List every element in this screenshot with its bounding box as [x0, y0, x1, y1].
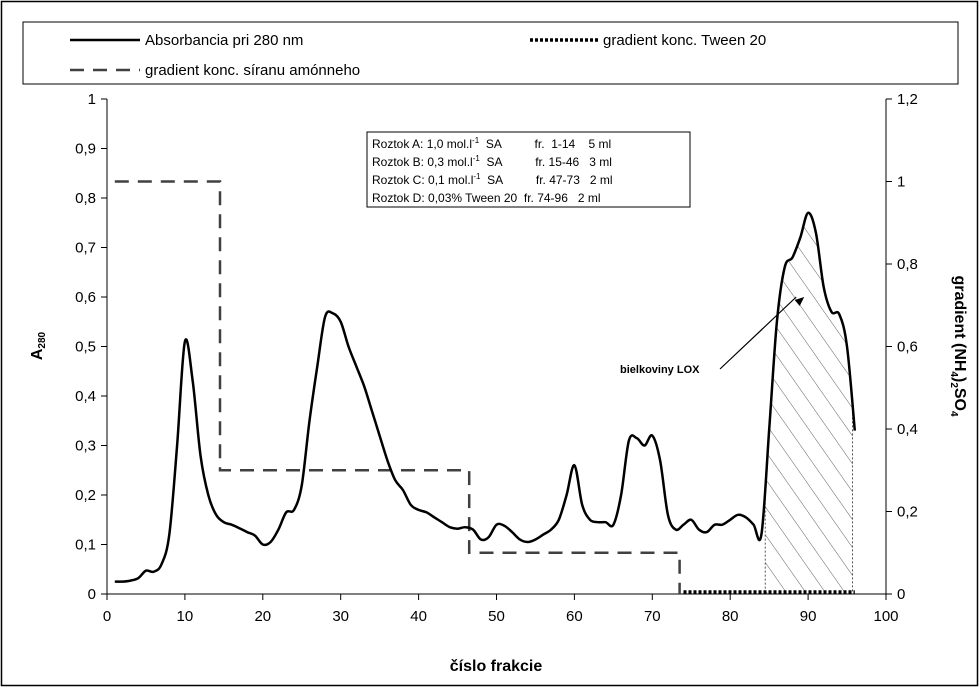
y2-axis-title: gradient (NH4)2SO4: [948, 275, 968, 417]
y2-title-sub-3: 4: [948, 411, 959, 417]
y-tick-label: 0,5: [75, 339, 96, 356]
y-axis-title-main: A: [29, 348, 46, 360]
y2-title-sub-2: 2: [948, 382, 959, 388]
x-tick-label: 90: [800, 608, 817, 625]
y2-title-part-1: gradient (NH: [951, 275, 968, 371]
y-tick-label: 1: [88, 91, 96, 108]
annotation-arrow: [719, 296, 797, 370]
y-tick-label: 0,7: [75, 240, 96, 257]
y2-title-part-2: ): [951, 377, 968, 382]
y-tick-label: 0,2: [75, 487, 96, 504]
series-line-ammonium-gradient: [114, 180, 681, 594]
legend-label-ammonium: gradient konc. síranu amónneho: [145, 62, 360, 79]
info-table-row-c: Roztok C: 0,1 mol.l-1 SA fr. 47-73 2 ml: [372, 172, 613, 187]
x-tick-label: 40: [410, 608, 427, 625]
x-tick-label: 80: [722, 608, 739, 625]
x-tick-label: 50: [488, 608, 505, 625]
x-tick-label: 70: [644, 608, 661, 625]
y-axis-title-sub: 280: [37, 331, 48, 348]
legend-label-tween: gradient konc. Tween 20: [603, 32, 766, 49]
legend: Absorbancia pri 280 nm gradient konc. sí…: [22, 21, 959, 85]
x-ticks: 0 10 20 30 40 50 60 70 80 90 100: [103, 594, 899, 625]
y-tick-label: 0,8: [75, 190, 96, 207]
info-table-box: [366, 131, 691, 208]
y2-tick-label: 0,8: [897, 256, 918, 273]
y2-title-part-3: SO: [951, 388, 968, 411]
y-tick-label: 0,9: [75, 141, 96, 158]
x-tick-label: 10: [177, 608, 194, 625]
y-axis-title: A280: [29, 331, 48, 360]
y2-tick-label: 1: [897, 174, 905, 191]
y-tick-label: 0,3: [75, 438, 96, 455]
legend-box: [22, 21, 959, 85]
svg-text:gradient (NH4)2SO4: gradient (NH4)2SO4: [948, 275, 968, 417]
y2-tick-label: 0,6: [897, 339, 918, 356]
y2-tick-label: 0,2: [897, 504, 918, 521]
y-tick-label: 0,6: [75, 289, 96, 306]
y2-tick-label: 1,2: [897, 91, 918, 108]
y2-tick-label: 0,4: [897, 421, 918, 438]
info-table-row-b: Roztok B: 0,3 mol.l-1 SA fr. 15-46 3 ml: [372, 154, 612, 169]
y2-title-sub-1: 4: [948, 371, 959, 377]
y-tick-label: 0,1: [75, 537, 96, 554]
y-tick-label: 0: [88, 586, 96, 603]
annotation-lox-label: bielkoviny LOX: [620, 364, 700, 376]
y2-tick-label: 0: [897, 586, 905, 603]
x-axis-title: číslo frakcie: [450, 658, 543, 675]
x-tick-label: 0: [103, 608, 111, 625]
x-tick-label: 30: [332, 608, 349, 625]
x-tick-label: 60: [566, 608, 583, 625]
y-tick-label: 0,4: [75, 388, 96, 405]
info-table-row-d: Roztok D: 0,03% Tween 20 fr. 74-96 2 ml: [372, 191, 601, 205]
svg-text:A280: A280: [29, 331, 48, 360]
lox-shaded-region: [765, 212, 853, 594]
x-tick-label: 100: [873, 608, 898, 625]
info-table-row-a: Roztok A: 1,0 mol.l-1 SA fr. 1-14 5 ml: [372, 136, 611, 151]
annotation-arrowhead: [794, 297, 805, 306]
series-line-absorbance: [114, 211, 857, 583]
x-tick-label: 20: [254, 608, 271, 625]
y-ticks-right: 0 0,2 0,4 0,6 0,8 1 1,2: [886, 91, 918, 603]
y-ticks-left: 0 0,1 0,2 0,3 0,4 0,5 0,6 0,7 0,8 0,9 1: [75, 91, 107, 603]
info-table: Roztok A: 1,0 mol.l-1 SA fr. 1-14 5 ml R…: [366, 131, 691, 208]
legend-label-absorbance: Absorbancia pri 280 nm: [145, 32, 303, 49]
